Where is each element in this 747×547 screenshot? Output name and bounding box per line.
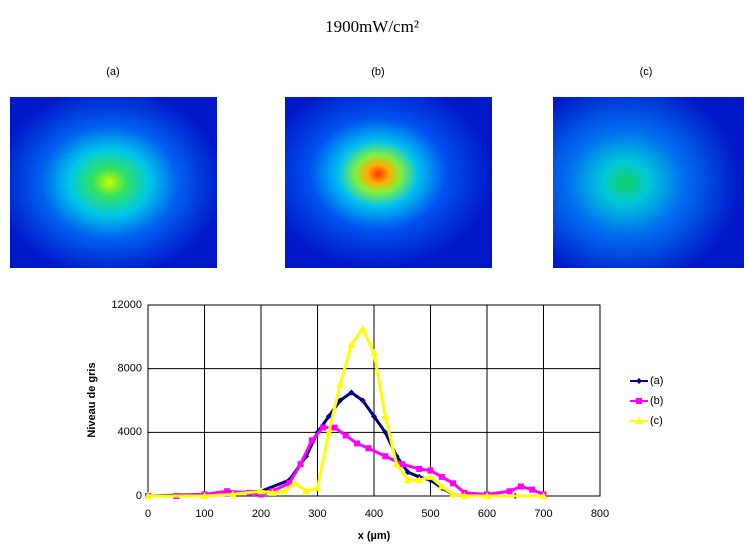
marker bbox=[382, 453, 389, 460]
marker bbox=[257, 487, 265, 495]
x-axis-label: x (µm) bbox=[358, 530, 391, 542]
marker bbox=[348, 389, 355, 396]
marker bbox=[416, 465, 423, 472]
y-tick-label: 4000 bbox=[118, 426, 142, 438]
marker bbox=[331, 424, 338, 431]
marker bbox=[365, 445, 372, 452]
beam-image bbox=[553, 97, 744, 268]
marker bbox=[324, 428, 333, 436]
marker bbox=[358, 324, 367, 332]
x-tick-label: 800 bbox=[591, 508, 609, 520]
marker bbox=[297, 461, 304, 468]
marker bbox=[483, 492, 491, 499]
image-label: (a) bbox=[106, 66, 119, 78]
marker bbox=[539, 492, 548, 499]
x-tick-label: 600 bbox=[478, 508, 496, 520]
marker bbox=[279, 487, 288, 495]
x-tick-label: 700 bbox=[534, 508, 552, 520]
marker bbox=[144, 492, 152, 499]
marker bbox=[427, 467, 434, 474]
marker bbox=[354, 440, 361, 447]
marker bbox=[359, 397, 366, 404]
marker bbox=[426, 472, 435, 480]
marker bbox=[347, 340, 356, 348]
marker bbox=[336, 380, 345, 388]
beam-image bbox=[285, 97, 492, 268]
marker bbox=[320, 424, 327, 431]
image-label: (b) bbox=[371, 66, 384, 78]
marker bbox=[200, 492, 209, 499]
marker bbox=[438, 473, 445, 480]
marker bbox=[460, 492, 469, 499]
marker bbox=[224, 488, 231, 495]
marker bbox=[636, 378, 642, 384]
x-tick-label: 500 bbox=[421, 508, 439, 520]
x-tick-label: 100 bbox=[195, 508, 213, 520]
y-tick-label: 12000 bbox=[111, 299, 142, 311]
y-axis-label: Niveau de gris bbox=[86, 362, 98, 437]
marker bbox=[228, 490, 237, 498]
image-label: (c) bbox=[640, 66, 653, 78]
marker bbox=[392, 460, 401, 468]
x-tick-label: 0 bbox=[145, 508, 151, 520]
marker bbox=[342, 432, 349, 439]
marker bbox=[415, 476, 424, 484]
legend-label: (a) bbox=[650, 375, 663, 387]
beam-image bbox=[10, 97, 217, 268]
marker bbox=[636, 398, 642, 404]
legend-label: (c) bbox=[650, 415, 663, 427]
marker bbox=[529, 486, 536, 493]
marker bbox=[399, 461, 406, 468]
marker bbox=[449, 490, 458, 498]
marker bbox=[268, 488, 277, 496]
x-tick-label: 200 bbox=[252, 508, 270, 520]
marker bbox=[258, 491, 264, 498]
marker bbox=[437, 482, 446, 490]
marker bbox=[404, 469, 411, 476]
marker bbox=[381, 412, 390, 420]
y-tick-label: 0 bbox=[136, 490, 142, 502]
marker bbox=[370, 348, 378, 356]
marker bbox=[450, 480, 457, 487]
marker bbox=[337, 397, 344, 404]
legend-label: (b) bbox=[650, 395, 663, 407]
marker bbox=[302, 487, 311, 495]
x-tick-label: 400 bbox=[365, 508, 383, 520]
marker bbox=[313, 484, 322, 492]
y-tick-label: 8000 bbox=[118, 363, 142, 375]
marker bbox=[308, 437, 315, 444]
marker bbox=[382, 429, 389, 436]
marker bbox=[506, 488, 513, 495]
figure-title: 1900mW/cm² bbox=[325, 17, 419, 36]
marker bbox=[517, 483, 524, 490]
marker bbox=[290, 479, 299, 487]
marker bbox=[635, 417, 643, 424]
marker bbox=[286, 480, 293, 487]
x-tick-label: 300 bbox=[308, 508, 326, 520]
marker bbox=[403, 476, 412, 484]
marker bbox=[325, 413, 332, 420]
marker bbox=[371, 413, 377, 420]
